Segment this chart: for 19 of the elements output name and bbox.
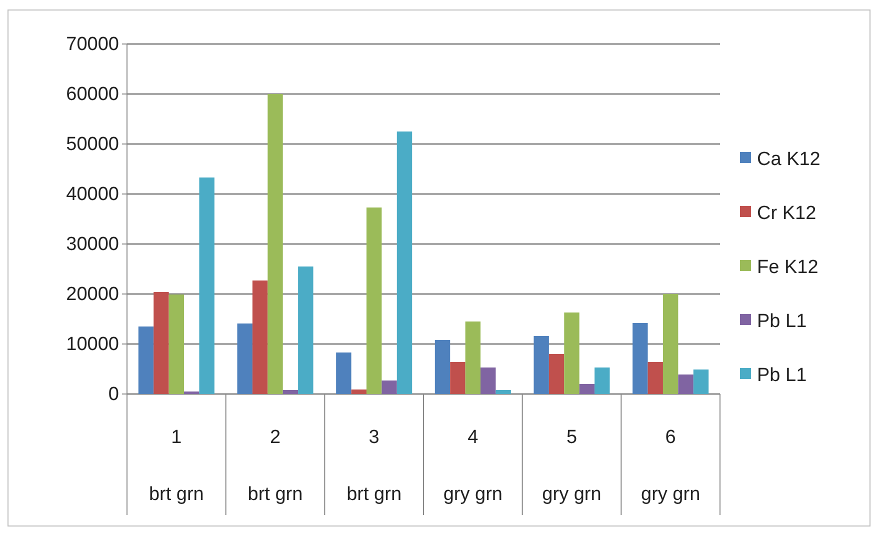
- category-label: 6 gry grn: [641, 427, 700, 505]
- category-label: 1 brt grn: [148, 427, 204, 505]
- y-tick-label: 40000: [66, 184, 119, 206]
- category-label: 5 gry grn: [542, 427, 602, 505]
- y-tick-label: 60000: [66, 84, 119, 106]
- y-tick-label: 70000: [66, 34, 119, 56]
- legend-label: Ca K12: [757, 149, 820, 170]
- category-label: 2 brt grn: [248, 427, 303, 505]
- legend-label: Fe K12: [757, 257, 818, 278]
- category-label: 3 brt grn: [346, 427, 402, 505]
- y-tick-label: 10000: [66, 334, 119, 356]
- y-tick-label: 20000: [66, 284, 119, 306]
- category-label: 4 gry grn: [443, 427, 502, 505]
- legend-label: Pb L1: [757, 311, 807, 332]
- y-tick-label: 30000: [66, 234, 119, 256]
- y-tick-label: 50000: [66, 134, 119, 156]
- legend-label: Cr K12: [757, 203, 816, 224]
- y-tick-label: 0: [108, 384, 119, 406]
- legend-label: Pb L1: [757, 365, 807, 386]
